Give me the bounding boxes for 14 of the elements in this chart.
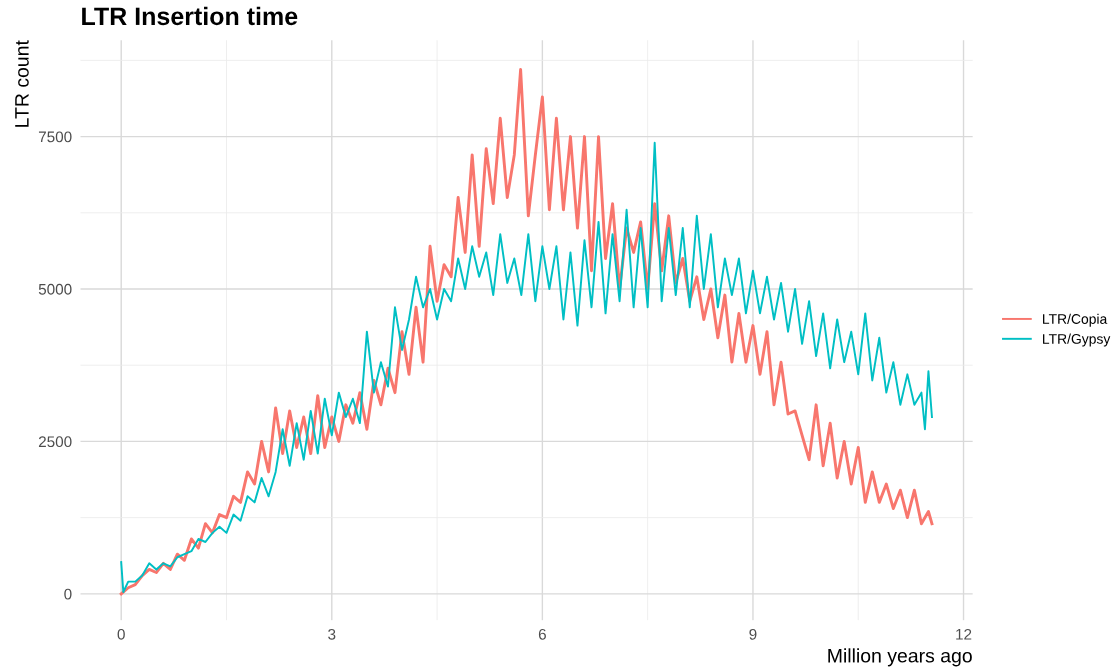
x-tick-label: 12 <box>956 628 972 640</box>
x-tick-label: 9 <box>749 628 757 640</box>
y-tick-label: 5000 <box>38 283 72 295</box>
legend-label: LTR/Copia <box>1043 313 1108 327</box>
y-axis-title: LTR count <box>15 40 29 127</box>
legend-label: LTR/Gypsy <box>1043 333 1111 347</box>
y-tick-label: 7500 <box>38 131 72 143</box>
x-axis-title: Million years ago <box>828 648 972 667</box>
x-tick-label: 3 <box>328 628 336 640</box>
x-tick-label: 0 <box>117 628 125 640</box>
y-tick-label: 0 <box>64 588 72 600</box>
x-tick-label: 6 <box>538 628 546 640</box>
chart-title: LTR Insertion time <box>82 6 298 26</box>
y-tick-label: 2500 <box>38 436 72 448</box>
